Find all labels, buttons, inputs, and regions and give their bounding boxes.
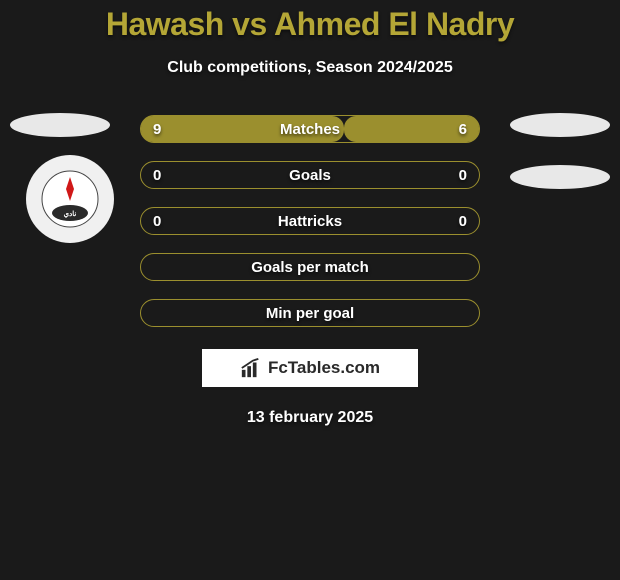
subtitle: Club competitions, Season 2024/2025 <box>0 59 620 77</box>
stat-value-left: 0 <box>153 167 161 184</box>
stat-value-right: 0 <box>459 167 467 184</box>
stat-row: Goals per match <box>140 253 480 281</box>
date-text: 13 february 2025 <box>0 409 620 427</box>
fctables-logo: FcTables.com <box>202 349 418 387</box>
svg-text:نادي: نادي <box>64 210 77 219</box>
stat-label: Matches <box>280 121 340 138</box>
stat-value-left: 9 <box>153 121 161 138</box>
stat-row: 9 6 Matches <box>140 115 480 143</box>
club-crest-icon: نادي <box>40 169 100 229</box>
page-title: Hawash vs Ahmed El Nadry <box>0 0 620 43</box>
stat-value-right: 0 <box>459 213 467 230</box>
chart-icon <box>240 357 262 379</box>
stat-rows: 9 6 Matches 0 0 Goals 0 0 Hattricks Goals per mat… <box>140 115 480 327</box>
comparison-panel: نادي 9 6 Matches 0 0 Goals 0 0 Hattricks Goals pe… <box>0 115 620 427</box>
stat-label: Min per goal <box>266 305 354 322</box>
stat-label: Goals per match <box>251 259 369 276</box>
player-left-oval <box>10 113 110 137</box>
logo-text: FcTables.com <box>268 358 380 378</box>
player-right-oval-2 <box>510 165 610 189</box>
stat-row: Min per goal <box>140 299 480 327</box>
club-badge-left: نادي <box>26 155 114 243</box>
stat-value-left: 0 <box>153 213 161 230</box>
stat-row: 0 0 Hattricks <box>140 207 480 235</box>
stat-label: Goals <box>289 167 331 184</box>
stat-value-right: 6 <box>459 121 467 138</box>
stat-label: Hattricks <box>278 213 342 230</box>
stat-row: 0 0 Goals <box>140 161 480 189</box>
player-right-oval <box>510 113 610 137</box>
